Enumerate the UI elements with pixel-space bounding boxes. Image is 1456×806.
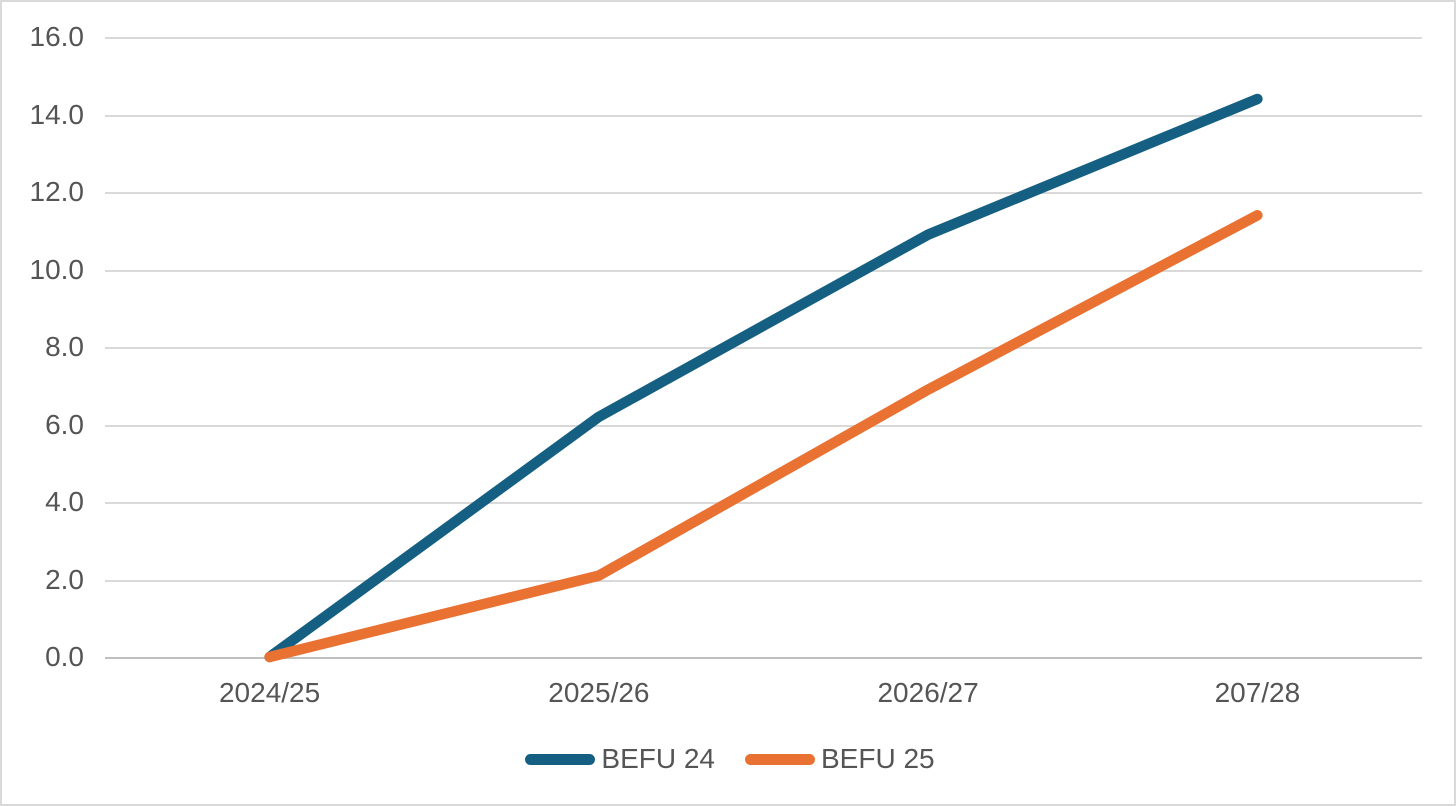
legend: BEFU 24 BEFU 25 xyxy=(2,742,1454,776)
gridline xyxy=(105,192,1422,194)
legend-label: BEFU 25 xyxy=(821,743,935,774)
legend-swatch-0 xyxy=(525,753,596,765)
gridline xyxy=(105,579,1422,582)
series-line-befu-25 xyxy=(264,210,1263,663)
y-tick-label: 0.0 xyxy=(45,641,84,672)
x-tick-label: 2025/26 xyxy=(548,677,650,708)
y-tick-label: 12.0 xyxy=(29,176,85,207)
gridline xyxy=(105,347,1422,349)
y-tick-label: 8.0 xyxy=(45,331,84,362)
gridline xyxy=(105,502,1422,504)
gridline xyxy=(105,424,1422,427)
y-tick-label: 14.0 xyxy=(29,98,85,130)
gridline xyxy=(105,114,1422,117)
y-tick-label: 2.0 xyxy=(45,563,84,595)
x-tick-label: 2026/27 xyxy=(877,677,979,708)
series-line-befu-24 xyxy=(264,93,1263,663)
legend-swatch-1 xyxy=(745,753,815,765)
gridline xyxy=(105,269,1422,272)
y-tick-label: 10.0 xyxy=(29,253,85,285)
x-axis-line xyxy=(105,657,1422,659)
x-tick-label: 2024/25 xyxy=(218,677,321,708)
y-tick-label: 6.0 xyxy=(45,408,84,440)
y-tick-label: 16.0 xyxy=(29,21,85,52)
legend-label: BEFU 24 xyxy=(601,743,715,774)
y-tick-label: 4.0 xyxy=(45,486,84,517)
gridline xyxy=(105,37,1422,39)
legend-item: BEFU 24 xyxy=(525,742,715,776)
legend-item: BEFU 25 xyxy=(745,742,935,776)
x-tick-label: 207/28 xyxy=(1214,677,1301,708)
